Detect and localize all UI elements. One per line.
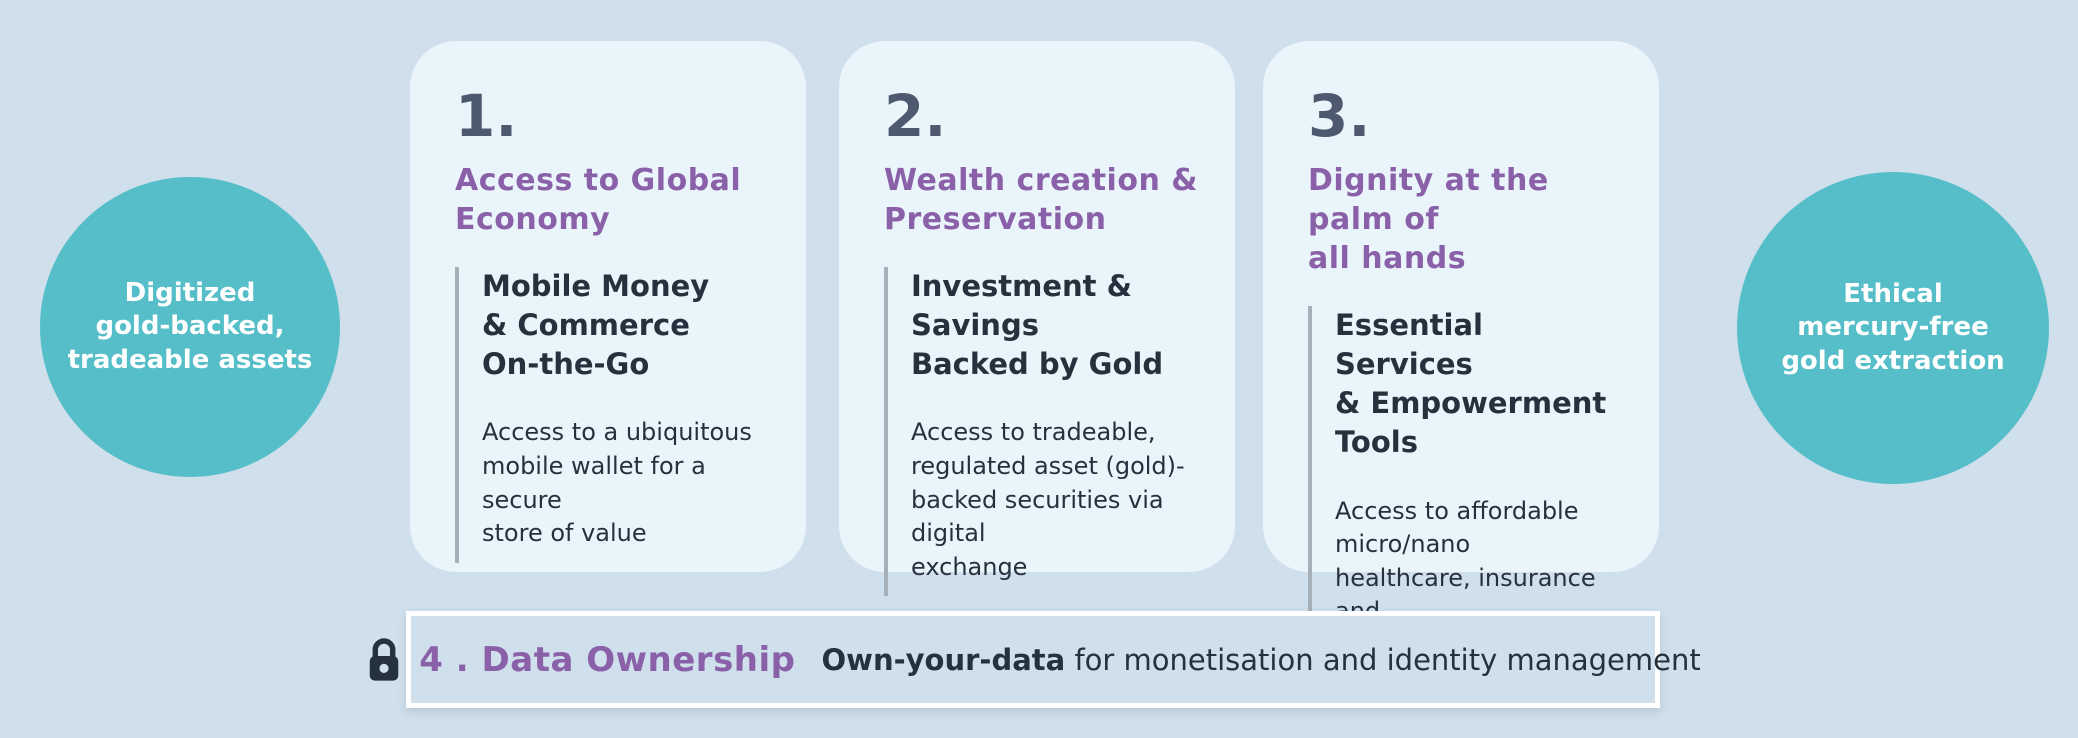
right-circle: Ethical mercury-free gold extraction [1737, 172, 2049, 484]
monetisation-text: for monetisation and identity management [1074, 642, 1701, 677]
pillar-card-1: 1. Access to Global Economy Mobile Money… [410, 41, 806, 572]
right-circle-text: Ethical mercury-free gold extraction [1781, 279, 2005, 376]
card-1-heading: Access to Global Economy [455, 163, 742, 237]
card-2-body: Access to tradeable, regulated asset (go… [911, 418, 1185, 581]
card-3-subtitle: Essential Services & Empowerment Tools [1335, 308, 1607, 460]
data-ownership-bar-content: 4 . Data Ownership Own-your-data for mon… [365, 636, 1701, 684]
card-2-number: 2. [884, 82, 947, 150]
data-ownership-bar: 4 . Data Ownership Own-your-data for mon… [370, 611, 1701, 708]
left-circle-text: Digitized gold-backed, tradeable assets [67, 278, 313, 375]
card-2-subtitle: Investment & Savings Backed by Gold [911, 269, 1164, 382]
pillar-card-3: 3. Dignity at the palm of all hands Esse… [1263, 41, 1659, 675]
card-1-number: 1. [455, 82, 518, 150]
left-circle: Digitized gold-backed, tradeable assets [40, 177, 340, 477]
pillar-card-2: 2. Wealth creation & Preservation Invest… [839, 41, 1235, 597]
card-2-content-block: Investment & Savings Backed by Gold Acce… [884, 267, 1205, 597]
card-1-content-block: Mobile Money & Commerce On-the-Go Access… [455, 267, 776, 563]
own-your-data-text: Own-your-data [821, 642, 1066, 677]
card-3-number: 3. [1308, 82, 1371, 150]
card-3-heading: Dignity at the palm of all hands [1308, 163, 1549, 276]
data-ownership-label: 4 . Data Ownership [419, 639, 796, 680]
card-2-heading: Wealth creation & Preservation [884, 163, 1198, 237]
card-1-subtitle: Mobile Money & Commerce On-the-Go [482, 269, 710, 382]
card-1-body: Access to a ubiquitous mobile wallet for… [482, 418, 752, 548]
lock-icon [370, 637, 399, 681]
data-ownership-description: Own-your-data for monetisation and ident… [822, 643, 1701, 677]
